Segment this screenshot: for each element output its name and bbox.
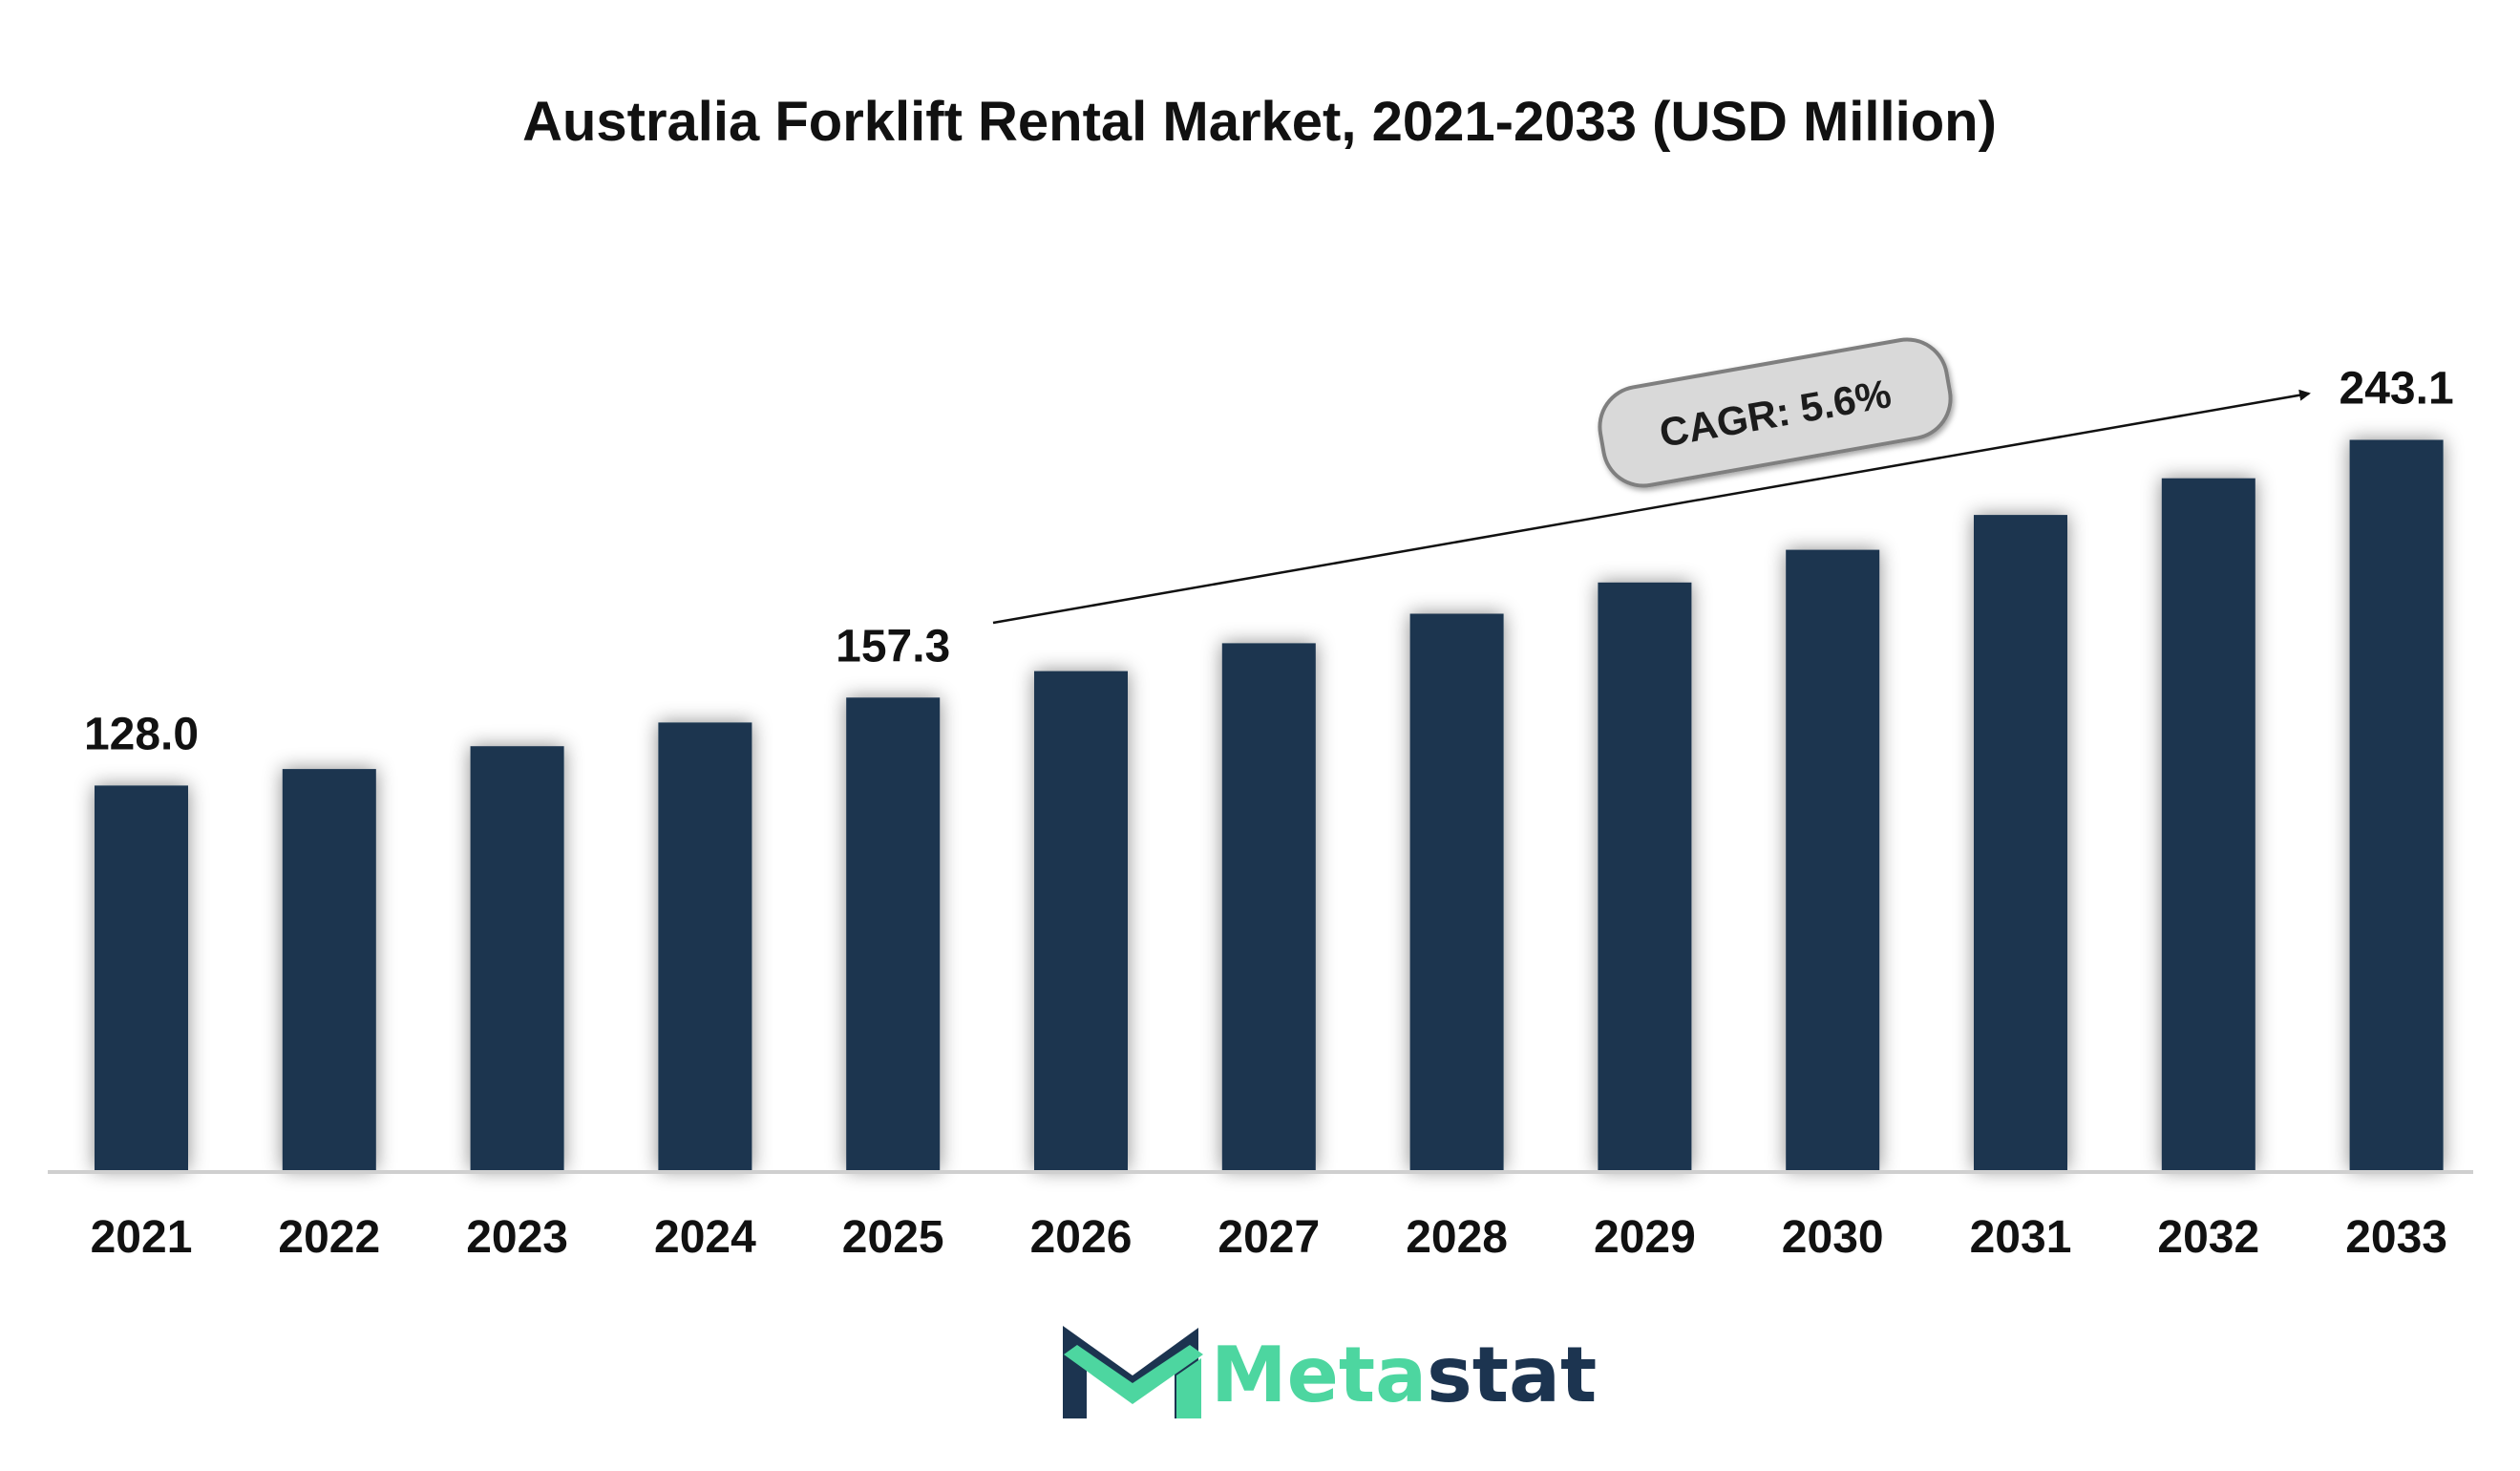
cagr-badge-pill [1598,337,1953,488]
metastat-logo: Metastat [1063,1326,1597,1419]
x-tick-label-2032: 2032 [2157,1212,2259,1263]
logo-wordmark: Metastat [1211,1331,1597,1419]
x-tick-label-2023: 2023 [466,1212,568,1263]
data-label-2033: 243.1 [2340,364,2454,415]
x-tick-label-2030: 2030 [1782,1212,1884,1263]
bar-2028 [1409,613,1504,1170]
x-tick-label-2027: 2027 [1218,1212,1320,1263]
bar-2021 [95,785,188,1170]
metastat-m-logo-icon [1063,1326,1203,1418]
bar-2023 [470,746,564,1170]
logo-text-stat: stat [1427,1331,1597,1419]
x-tick-labels: 2021 2022 2023 2024 2025 2026 2027 2028 2029 2030… [91,1212,2447,1263]
x-tick-label-2025: 2025 [842,1212,944,1263]
bar-2033 [2349,439,2444,1170]
logo-m-front [1064,1345,1203,1404]
bar-2029 [1598,582,1692,1170]
bar-2024 [658,722,752,1170]
x-tick-label-2021: 2021 [91,1212,193,1263]
cagr-badge: CAGR: 5.6% [1598,337,1953,488]
x-tick-label-2022: 2022 [278,1212,380,1263]
logo-text-meta: Meta [1211,1331,1427,1419]
data-label-2021: 128.0 [84,709,199,759]
x-tick-label-2024: 2024 [654,1212,756,1263]
x-tick-label-2029: 2029 [1594,1212,1696,1263]
bars-layer [95,439,2444,1170]
bar-2027 [1221,643,1316,1170]
data-labels: 128.0 157.3 243.1 [84,364,2454,760]
x-tick-label-2026: 2026 [1030,1212,1133,1263]
x-tick-label-2033: 2033 [2345,1212,2447,1263]
cagr-trend-arrow [992,389,2311,625]
chart-title: Australia Forklift Rental Market, 2021-2… [522,91,1997,153]
bar-2025 [846,697,941,1170]
bar-2026 [1034,671,1128,1170]
data-label-2025: 157.3 [836,621,950,672]
bar-2022 [282,769,376,1170]
bar-2032 [2161,478,2255,1170]
logo-m-right-leg [1176,1358,1201,1418]
x-tick-label-2028: 2028 [1406,1212,1508,1263]
bar-2031 [1974,515,2067,1170]
x-tick-label-2031: 2031 [1970,1212,2072,1263]
bar-2030 [1786,549,1880,1170]
